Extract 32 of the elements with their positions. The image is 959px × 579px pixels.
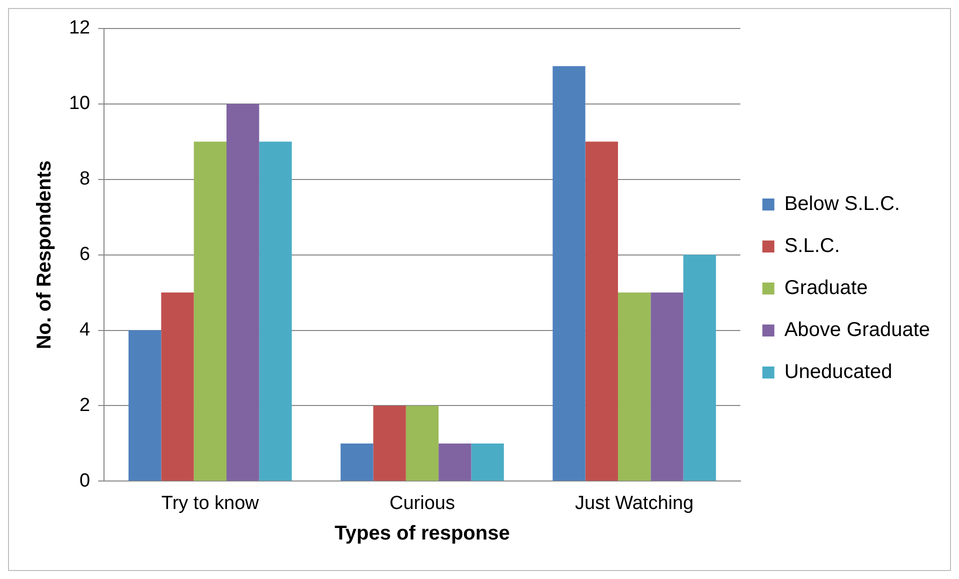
bar: [259, 142, 292, 481]
y-tick-label: 12: [68, 18, 90, 39]
bar: [650, 292, 684, 481]
x-tick-label: Just Watching: [575, 492, 694, 514]
bar: [194, 142, 226, 481]
bar: [471, 443, 504, 481]
y-tick-label: 8: [80, 168, 90, 190]
y-tick-label: 0: [80, 470, 90, 492]
legend-label: Uneducated: [784, 361, 892, 384]
bar: [618, 292, 651, 481]
legend-label: Below S.L.C.: [784, 193, 900, 216]
x-tick-label: Try to know: [161, 492, 260, 514]
bar: [438, 443, 472, 481]
y-tick-label: 6: [80, 244, 90, 266]
bar: [226, 104, 260, 481]
bar: [552, 66, 586, 481]
bar: [683, 254, 716, 481]
bar: [406, 406, 439, 481]
y-tick-label: 10: [68, 93, 90, 114]
y-tick-label: 4: [80, 320, 91, 340]
x-tick-label: Curious: [390, 492, 455, 514]
bar: [373, 406, 406, 481]
legend-label: Above Graduate: [784, 319, 930, 342]
bar: [340, 443, 374, 481]
x-axis-title: Types of response: [334, 522, 510, 545]
bar: [128, 330, 162, 481]
y-tick-label: 2: [80, 394, 90, 416]
legend-label: S.L.C.: [784, 235, 840, 258]
bar: [161, 292, 194, 481]
legend-label: Graduate: [784, 277, 868, 300]
bar: [585, 142, 618, 481]
y-axis-title: No. of Respondents: [34, 160, 56, 350]
